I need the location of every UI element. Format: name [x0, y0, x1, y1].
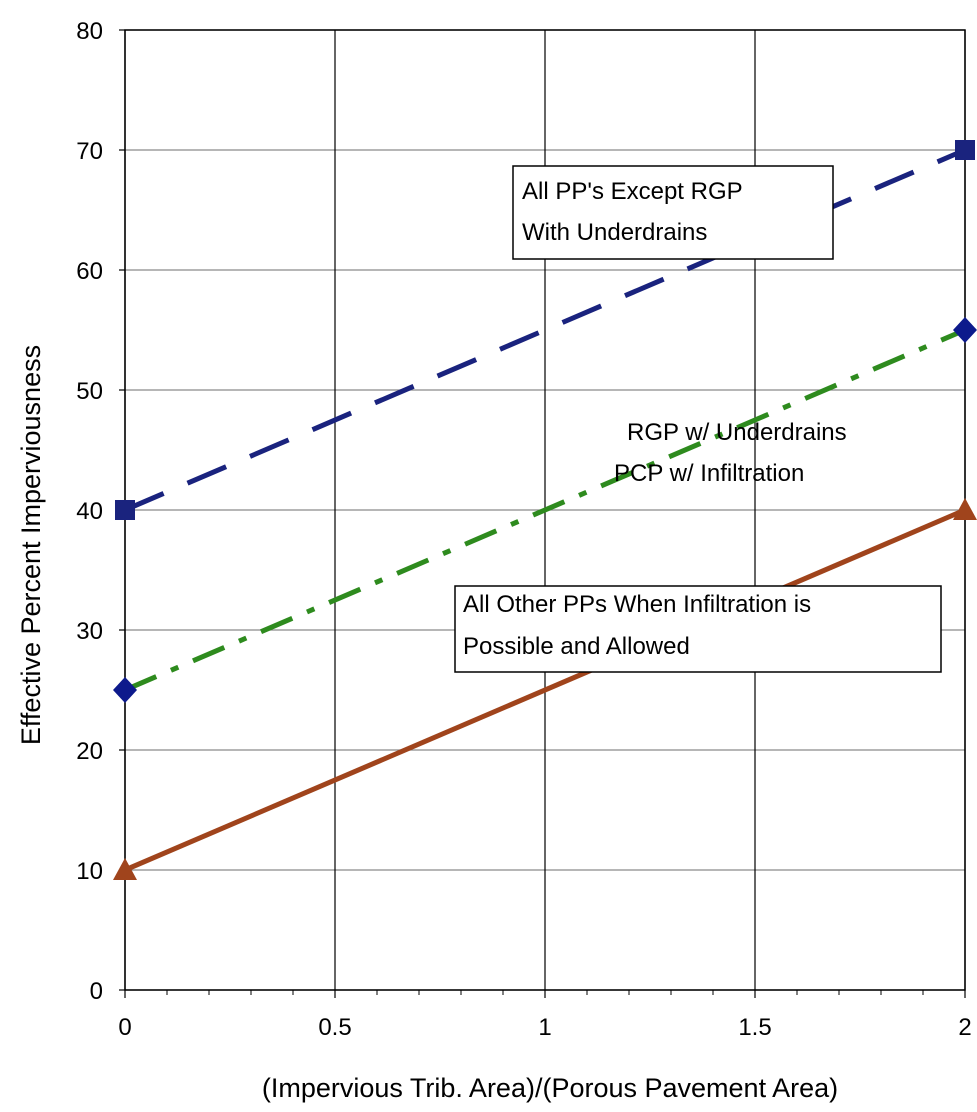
annotation-box [454, 585, 942, 673]
y-tick-label: 40 [76, 498, 103, 525]
y-tick-label: 10 [76, 858, 103, 885]
x-axis-title: (Impervious Trib. Area)/(Porous Pavement… [262, 1073, 838, 1103]
series-line-all-other-pps [124, 507, 966, 873]
annotation-line: All PP's Except RGP [522, 178, 743, 205]
annotation-all-pps-except-rgp: All PP's Except RGP With Underdrains [512, 165, 834, 260]
axis-ticks: 0 10 20 30 40 50 60 70 80 0 0.5 1 1.5 2 [76, 18, 971, 1041]
y-tick-label: 70 [76, 138, 103, 165]
data-point-triangle [953, 498, 977, 520]
annotation-all-other-pps: All Other PPs When Infiltration is Possi… [454, 585, 942, 673]
data-point-square [115, 500, 135, 520]
y-tick-label: 60 [76, 258, 103, 285]
annotation-line: Possible and Allowed [463, 633, 690, 660]
x-tick-label: 1.5 [738, 1014, 771, 1041]
series-line-rgp-pcp [124, 327, 966, 693]
data-point-diamond [953, 317, 977, 343]
annotations: All PP's Except RGP With Underdrains RGP… [454, 165, 942, 673]
annotation-box [512, 165, 834, 260]
y-tick-label: 30 [76, 618, 103, 645]
x-tick-label: 2 [958, 1014, 971, 1041]
x-tick-label: 1 [538, 1014, 551, 1041]
y-axis-title: Effective Percent Imperviousness [16, 345, 46, 745]
y-tick-label: 0 [90, 978, 103, 1005]
data-point-square [955, 140, 975, 160]
annotation-line: With Underdrains [522, 219, 707, 246]
data-point-triangle [113, 858, 137, 880]
y-tick-label: 80 [76, 18, 103, 45]
annotation-line: PCP w/ Infiltration [614, 460, 804, 487]
annotation-line: All Other PPs When Infiltration is [463, 591, 811, 618]
data-point-diamond [113, 677, 137, 703]
x-tick-label: 0.5 [318, 1014, 351, 1041]
y-tick-label: 50 [76, 378, 103, 405]
series-markers [113, 140, 977, 880]
y-tick-label: 20 [76, 738, 103, 765]
annotation-rgp-pcp: RGP w/ Underdrains PCP w/ Infiltration [614, 419, 847, 487]
x-tick-label: 0 [118, 1014, 131, 1041]
annotation-line: RGP w/ Underdrains [627, 419, 847, 446]
